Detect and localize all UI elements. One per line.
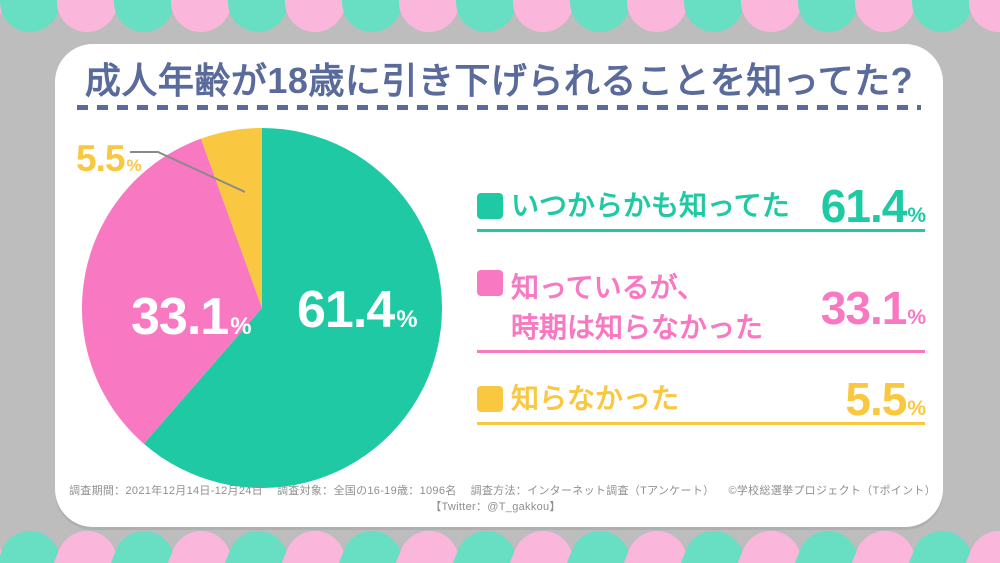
percent-sign: % [907,204,926,227]
pie-slice [143,128,442,488]
legend-item-knew-since-when: いつからかも知ってた 61.4% [477,180,926,232]
legend-value-number: 33.1 [820,282,908,334]
survey-period: 調査期間：2021年12月14日-12月24日 [68,485,263,497]
decorative-border-bottom [0,529,1000,563]
legend-value-number: 5.5 [845,373,907,425]
legend-value: 33.1% [820,282,926,334]
page-title: 成人年齢が18歳に引き下げられることを知ってた? [84,60,914,101]
percent-sign: % [907,306,926,329]
pie-slice [82,138,262,444]
pie-value-pink: 33.1% [131,288,252,346]
title-underline [77,105,921,110]
pie-slice [201,128,262,308]
legend-swatch-pink-icon [477,270,503,296]
pie-value-teal-number: 61.4 [297,281,395,339]
copyright: ©学校総選挙プロジェクト（Tポイント）【Twitter：@T_gakkou】 [430,485,936,513]
legend-item-knew-but-not-timing: 知っているが、 時期は知らなかった 33.1% [477,266,926,353]
percent-sign: % [230,313,251,340]
survey-card: 成人年齢が18歳に引き下げられることを知ってた? 61.4% 33.1% 5.5… [55,44,943,527]
callout-leader-line [130,151,246,193]
pie-value-pink-number: 33.1 [131,288,229,346]
survey-method: 調査方法：インターネット調査（Tアンケート） [470,485,715,497]
footer-note: 調査期間：2021年12月14日-12月24日 調査対象：全国の16-19歳：10… [55,482,943,514]
legend-label: 知らなかった [511,382,680,414]
legend-value: 5.5% [845,373,926,425]
legend-item-did-not-know: 知らなかった 5.5% [477,373,926,425]
legend-value: 61.4% [820,180,926,232]
pie-value-teal: 61.4% [297,281,418,339]
pie-slices [82,128,442,488]
percent-sign: % [126,156,141,175]
decorative-border-top [0,0,1000,34]
survey-target: 調査対象：全国の16-19歳：1096名 [276,485,457,497]
pie-value-yellow-number: 5.5 [76,138,125,179]
percent-sign: % [907,397,926,420]
legend-swatch-teal-icon [477,193,503,219]
legend-value-number: 61.4 [820,180,908,232]
legend-label: 知っているが、 時期は知らなかった [511,271,764,343]
percent-sign: % [396,306,417,333]
pie-value-callout-yellow: 5.5% [76,138,142,179]
pie-chart [82,128,442,488]
legend-swatch-yellow-icon [477,386,503,412]
legend-label: いつからかも知ってた [511,189,790,221]
